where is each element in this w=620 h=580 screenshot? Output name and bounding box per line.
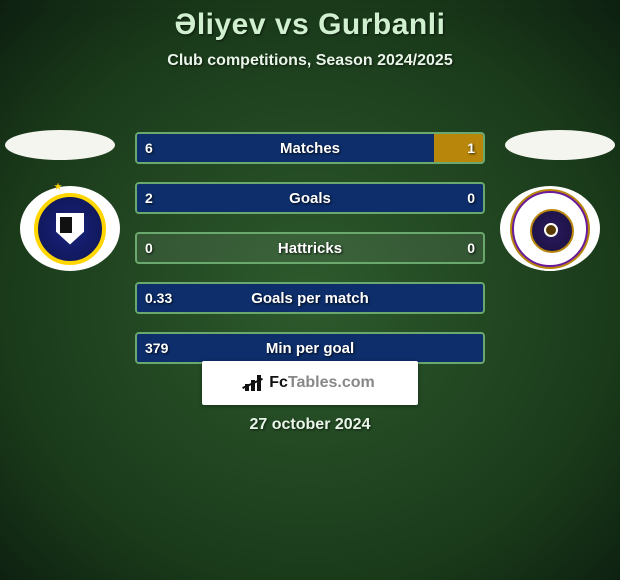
club1-shield-icon bbox=[56, 213, 84, 245]
stat-row: 0.33Goals per match bbox=[135, 282, 485, 314]
player1-bar bbox=[137, 184, 483, 212]
comparison-card: Əliyev vs Gurbanli Club competitions, Se… bbox=[0, 8, 620, 580]
player1-bar bbox=[137, 334, 483, 362]
player1-photo-placeholder bbox=[5, 130, 115, 160]
branding-post: Tables.com bbox=[288, 374, 375, 391]
player2-photo-placeholder bbox=[505, 130, 615, 160]
snapshot-date: 27 october 2024 bbox=[0, 416, 620, 434]
branding-pre: Fc bbox=[269, 374, 288, 391]
branding-badge: FcTables.com bbox=[202, 361, 418, 405]
stat-row: 0 0Hattricks bbox=[135, 232, 485, 264]
player2-bar bbox=[434, 134, 483, 162]
stat-label: Hattricks bbox=[137, 234, 483, 262]
player2-value: 0 bbox=[459, 234, 483, 262]
player1-bar bbox=[137, 134, 434, 162]
stats-panel: 61Matches 20Goals 0 0Hattricks 0.33Goals per… bbox=[135, 132, 485, 382]
stat-row: 61Matches bbox=[135, 132, 485, 164]
branding-text: FcTables.com bbox=[269, 374, 375, 392]
club2-crest bbox=[512, 191, 588, 267]
stat-row: 379Min per goal bbox=[135, 332, 485, 364]
player2-club-badge bbox=[500, 186, 600, 271]
subtitle: Club competitions, Season 2024/2025 bbox=[0, 52, 620, 70]
club1-crest bbox=[34, 193, 106, 265]
player1-value: 0 bbox=[137, 234, 161, 262]
player1-club-badge bbox=[20, 186, 120, 271]
player1-bar bbox=[137, 284, 483, 312]
page-title: Əliyev vs Gurbanli bbox=[0, 8, 620, 42]
chart-icon bbox=[245, 375, 263, 391]
stat-row: 20Goals bbox=[135, 182, 485, 214]
